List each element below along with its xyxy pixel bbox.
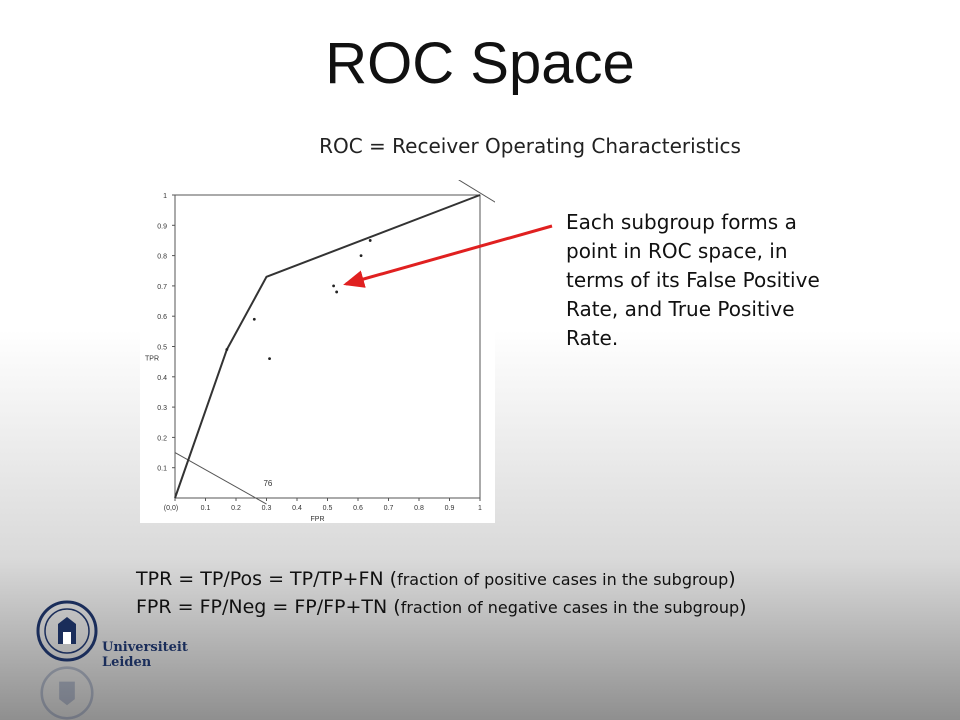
slide-title: ROC Space [325,31,635,96]
roc-convex-hull [174,194,481,499]
subgroup-point [332,284,335,288]
x-tick-label: (0,0) [164,505,178,512]
annotation-line: terms of its False Positive [566,268,820,292]
slide-subtitle: ROC = Receiver Operating Characteristics [319,134,741,158]
x-tick-label: 0.8 [414,505,424,512]
x-tick-label: 0.9 [445,505,455,512]
y-tick-label: 0.3 [157,405,167,412]
annotation-line: Rate, and True Positive [566,297,795,321]
plot-frame [174,194,481,499]
x-tick-label: 0.6 [353,505,363,512]
subgroup-point [368,239,372,242]
x-tick-label: 0.3 [262,505,272,512]
y-tick-label: 0.7 [157,284,167,291]
fpr-formula-close: ) [739,596,747,618]
y-tick-label: 0.4 [157,375,167,382]
tpr-formula-note: fraction of positive cases in the subgro… [397,570,729,589]
y-tick-label: 0.6 [157,314,167,321]
fpr-formula: FPR = FP/Neg = FP/FP+TN (fraction of neg… [136,596,747,618]
y-tick-label: 1 [163,193,167,200]
logo-text: Universiteit Leiden [102,640,188,670]
y-axis-label: TPR [145,356,159,363]
university-seal-icon [36,600,98,662]
tpr-formula: TPR = TP/Pos = TP/TP+FN (fraction of pos… [136,568,736,590]
x-axis-label: FPR [311,516,325,523]
y-tick-label: 0.8 [157,254,167,261]
annotation-line: Rate. [566,326,619,350]
tpr-formula-close: ) [728,568,736,590]
x-tick-label: 0.4 [292,505,302,512]
x-tick-label: 1 [478,505,482,512]
university-seal-reflection-icon [40,666,94,720]
iso-performance-line-top [458,179,499,205]
logo-reflection [36,666,236,720]
tpr-formula-main: TPR = TP/Pos = TP/TP+FN ( [136,568,398,590]
annotation-line: Each subgroup forms a [566,210,797,234]
roc-chart: 0.1 0.2 0.3 0.4 0.5 0.6 0.7 0.8 0.9 1 (0,0) 0.1 0.2 0… [145,179,499,523]
x-tick-label: 0.5 [323,505,333,512]
fpr-formula-note: fraction of negative cases in the subgro… [400,598,740,617]
iso-line-label: 76 [263,479,272,488]
subgroup-point [225,348,229,351]
x-tick-label: 0.1 [201,505,211,512]
fpr-formula-main: FPR = FP/Neg = FP/FP+TN ( [136,596,401,618]
y-tick-label: 0.2 [157,435,167,442]
subgroup-point [252,317,256,321]
annotation-line: point in ROC space, in [566,239,788,263]
roc-chart-panel: 0.1 0.2 0.3 0.4 0.5 0.6 0.7 0.8 0.9 1 (0,0) 0.1 0.2 0… [140,179,499,523]
x-tick-label: 0.2 [231,505,241,512]
y-tick-label: 0.1 [157,466,167,473]
x-tick-label: 0.7 [384,505,394,512]
y-tick-label: 0.5 [157,345,167,352]
annotation-text: Each subgroup forms a point in ROC space… [566,208,896,353]
iso-performance-line [174,452,267,505]
subgroup-point [359,254,363,257]
subgroup-point [335,290,339,294]
university-logo: Universiteit Leiden [36,600,236,670]
y-tick-label: 0.9 [157,223,167,230]
subgroup-point [268,357,271,361]
